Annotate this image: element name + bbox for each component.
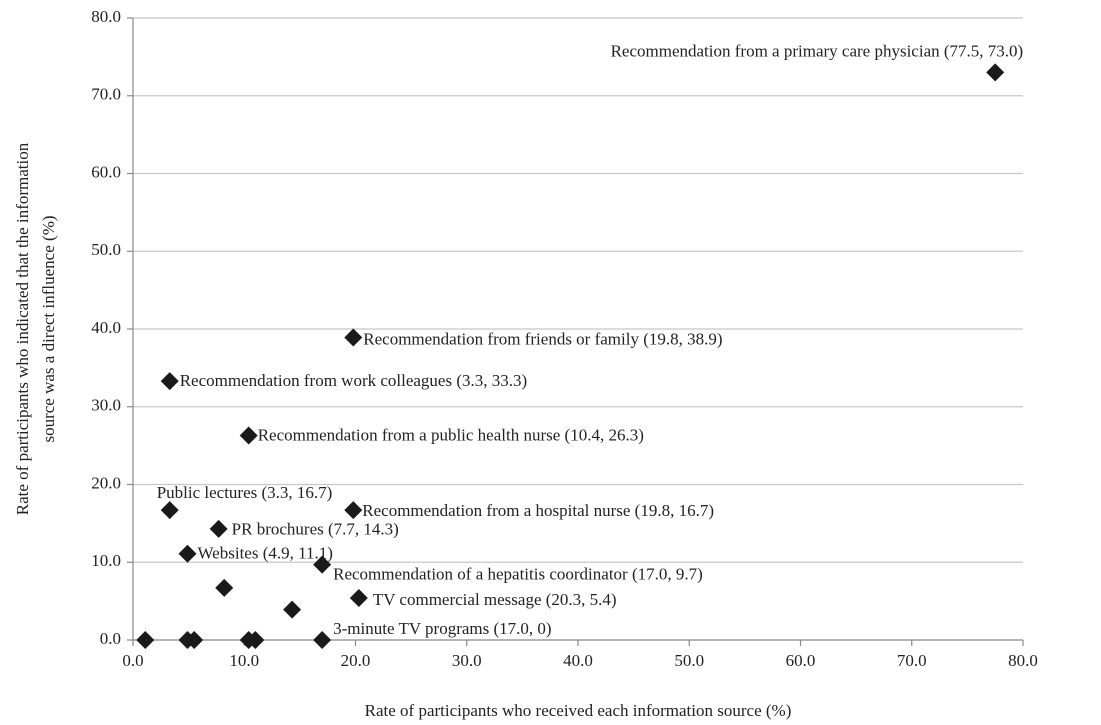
x-tick-label: 10.0 — [229, 651, 259, 670]
point-label: Recommendation from friends or family (1… — [363, 329, 722, 348]
x-tick-label: 20.0 — [341, 651, 371, 670]
point — [215, 578, 234, 597]
point-label: Recommendation from a public health nurs… — [258, 425, 644, 444]
x-tick-label: 70.0 — [897, 651, 927, 670]
y-tick-label: 10.0 — [91, 551, 121, 570]
y-tick-label: 60.0 — [91, 162, 121, 181]
x-tick-label: 30.0 — [452, 651, 482, 670]
point — [178, 544, 197, 563]
point — [344, 501, 363, 520]
point — [136, 631, 155, 649]
x-tick-label: 80.0 — [1008, 651, 1038, 670]
point-label: Public lectures (3.3, 16.7) — [157, 483, 333, 502]
point — [185, 631, 204, 649]
y-tick-label: 40.0 — [91, 318, 121, 337]
y-tick-label: 50.0 — [91, 240, 121, 259]
point — [239, 426, 258, 445]
y-tick-label: 70.0 — [91, 85, 121, 104]
point — [349, 589, 368, 608]
point — [209, 519, 228, 538]
point — [246, 631, 265, 649]
point-label: PR brochures (7.7, 14.3) — [232, 520, 399, 539]
point — [986, 63, 1005, 82]
point-label: Recommendation from a hospital nurse (19… — [362, 501, 714, 520]
point-label: TV commercial message (20.3, 5.4) — [373, 590, 617, 609]
point — [283, 600, 302, 619]
point-label: Recommendation from work colleagues (3.3… — [180, 371, 527, 390]
point — [160, 501, 179, 520]
point-label: Recommendation from a primary care physi… — [611, 41, 1024, 60]
y-tick-label: 30.0 — [91, 396, 121, 415]
point-label: 3-minute TV programs (17.0, 0) — [333, 619, 551, 638]
point — [313, 631, 332, 649]
point — [313, 555, 332, 574]
y-tick-label: 20.0 — [91, 473, 121, 492]
point-label: Recommendation of a hepatitis coordinato… — [333, 564, 703, 583]
point — [160, 372, 179, 391]
x-tick-label: 0.0 — [122, 651, 143, 670]
x-tick-label: 60.0 — [786, 651, 816, 670]
point-label: Websites (4.9, 11.1) — [198, 544, 333, 563]
x-tick-label: 50.0 — [674, 651, 704, 670]
point — [344, 328, 363, 347]
y-tick-label: 80.0 — [91, 7, 121, 26]
x-axis-label: Rate of participants who received each i… — [365, 701, 792, 720]
y-axis-label: source was a direct influence (%) — [39, 215, 58, 442]
y-axis-label: Rate of participants who indicated that … — [13, 142, 32, 515]
y-tick-label: 0.0 — [100, 629, 121, 648]
x-tick-label: 40.0 — [563, 651, 593, 670]
